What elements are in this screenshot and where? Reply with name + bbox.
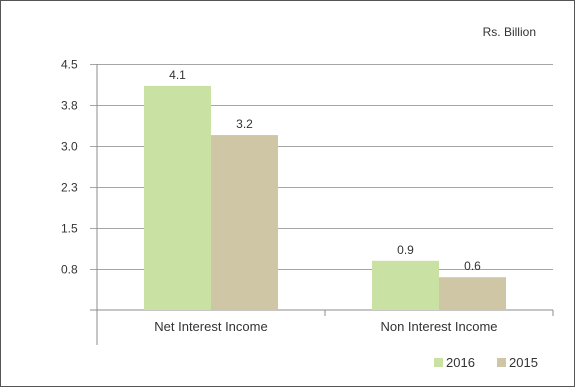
legend-label-2016: 2016 [446, 355, 475, 370]
data-label: 3.2 [236, 117, 253, 131]
category-labels: Net Interest Income Non Interest Income [154, 319, 497, 334]
bars [144, 85, 506, 310]
data-labels: 4.1 3.2 0.9 0.6 [169, 68, 481, 273]
bar-2015-1 [439, 277, 506, 310]
bar-2015-0 [211, 135, 278, 310]
category-label: Net Interest Income [154, 319, 267, 334]
y-tick-label: 3.0 [61, 140, 78, 154]
legend-label-2015: 2015 [509, 355, 538, 370]
legend-swatch-2015 [497, 358, 506, 367]
category-label: Non Interest Income [380, 319, 497, 334]
y-tick-labels: 0.8 1.5 2.3 3.0 3.8 4.5 [61, 58, 78, 277]
bar-2016-0 [144, 85, 211, 310]
data-label: 4.1 [169, 68, 186, 82]
y-tick-label: 1.5 [61, 222, 78, 236]
y-tick-label: 0.8 [61, 263, 78, 277]
y-tick-label: 2.3 [61, 181, 78, 195]
bar-2016-1 [372, 260, 439, 310]
data-label: 0.9 [397, 243, 414, 257]
unit-label: Rs. Billion [483, 25, 536, 39]
legend-swatch-2016 [434, 358, 443, 367]
data-label: 0.6 [464, 259, 481, 273]
y-tick-label: 4.5 [61, 58, 78, 72]
legend: 2016 2015 [434, 355, 538, 370]
y-tick-label: 3.8 [61, 99, 78, 113]
